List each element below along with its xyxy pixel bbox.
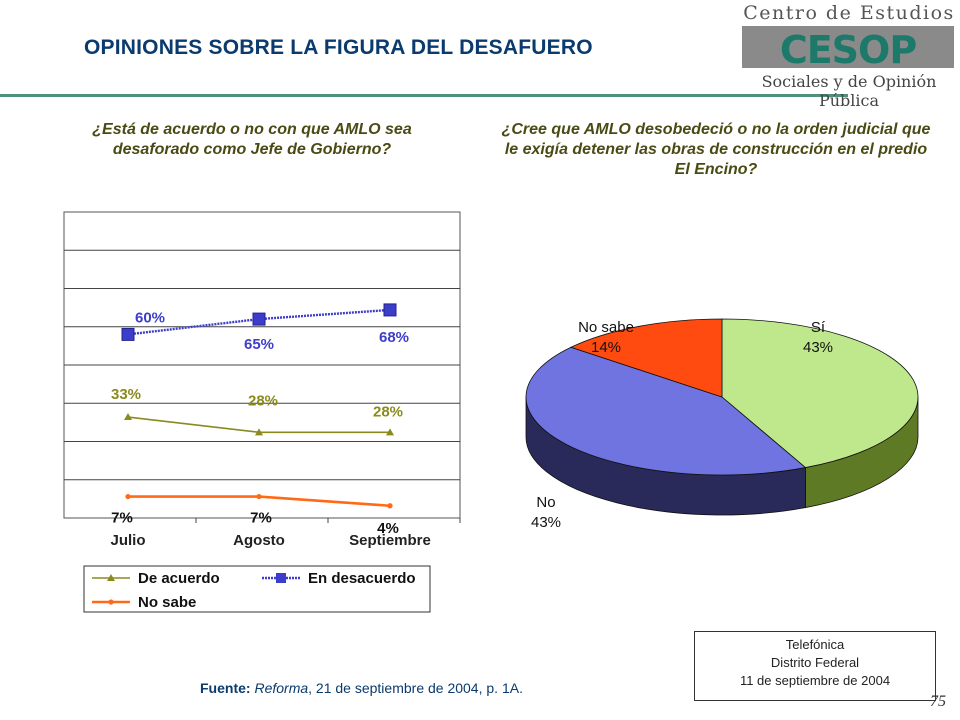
page-number: 75 bbox=[930, 693, 946, 710]
method-line-2: Distrito Federal bbox=[770, 655, 860, 670]
pie-slice-no bbox=[525, 346, 807, 476]
data-label: 4% bbox=[377, 520, 399, 537]
data-point bbox=[124, 413, 132, 421]
question-right: ¿Cree que AMLO desobedeció o no la orden… bbox=[501, 121, 931, 178]
data-label: 60% bbox=[135, 309, 165, 326]
data-point bbox=[121, 327, 135, 341]
legend-marker bbox=[107, 574, 115, 581]
data-point bbox=[125, 493, 131, 500]
data-label: 65% bbox=[244, 336, 274, 353]
data-label: 7% bbox=[111, 510, 133, 527]
methodology-box: Telefónica Distrito Federal 11 de septie… bbox=[694, 631, 936, 701]
data-point bbox=[383, 303, 397, 317]
pie-slice-si bbox=[721, 318, 919, 469]
chart-legend bbox=[83, 565, 431, 613]
pie-label: No sabe bbox=[578, 319, 634, 336]
method-line-3: 11 de septiembre de 2004 bbox=[739, 673, 891, 688]
source-publication: Reforma bbox=[254, 680, 309, 696]
pie-value-label: 43% bbox=[803, 339, 833, 356]
source-note: Fuente: Reforma, 21 de septiembre de 200… bbox=[200, 680, 523, 696]
pie-value-label: 14% bbox=[591, 339, 621, 356]
legend-label: De acuerdo bbox=[138, 570, 220, 587]
pie-value-label: 43% bbox=[531, 514, 561, 531]
logo-top-text: Centro de Estudios bbox=[743, 2, 955, 24]
x-tick-label: Agosto bbox=[233, 532, 285, 549]
page-title: OPINIONES SOBRE LA FIGURA DEL DESAFUERO bbox=[84, 36, 593, 59]
logo-bottom-text: Sociales y de Opinión Pública bbox=[761, 72, 937, 110]
legend-marker bbox=[276, 573, 286, 583]
data-label: 28% bbox=[373, 403, 403, 420]
data-point bbox=[256, 493, 262, 500]
x-tick-label: Septiembre bbox=[349, 532, 431, 549]
legend-label: No sabe bbox=[138, 594, 196, 611]
data-point bbox=[387, 503, 393, 509]
source-rest: , 21 de septiembre de 2004, p. 1A. bbox=[308, 680, 523, 696]
source-label: Fuente: bbox=[200, 680, 251, 696]
title-divider bbox=[0, 94, 848, 97]
series-line-en-desacuerdo bbox=[127, 308, 391, 336]
pie-label: No bbox=[536, 494, 555, 511]
logo-mark: CESOP bbox=[742, 26, 954, 72]
data-label: 7% bbox=[250, 510, 272, 527]
pie-label: Sí bbox=[811, 319, 826, 336]
data-label: 33% bbox=[111, 386, 141, 403]
data-label: 68% bbox=[379, 329, 409, 346]
x-tick-label: Julio bbox=[110, 532, 145, 549]
legend-marker bbox=[108, 599, 114, 605]
data-point bbox=[252, 312, 266, 326]
data-point bbox=[386, 428, 394, 436]
question-left: ¿Está de acuerdo o no con que AMLO sea d… bbox=[92, 121, 412, 158]
data-point bbox=[255, 428, 263, 436]
data-label: 28% bbox=[248, 392, 278, 409]
logo-mark-text: CESOP bbox=[779, 28, 917, 72]
legend-label: En desacuerdo bbox=[308, 570, 416, 587]
pie-slice-no-sabe bbox=[569, 318, 723, 398]
cesop-logo: Centro de Estudios CESOP Sociales y de O… bbox=[738, 0, 960, 110]
method-line-1: Telefónica bbox=[785, 637, 845, 652]
